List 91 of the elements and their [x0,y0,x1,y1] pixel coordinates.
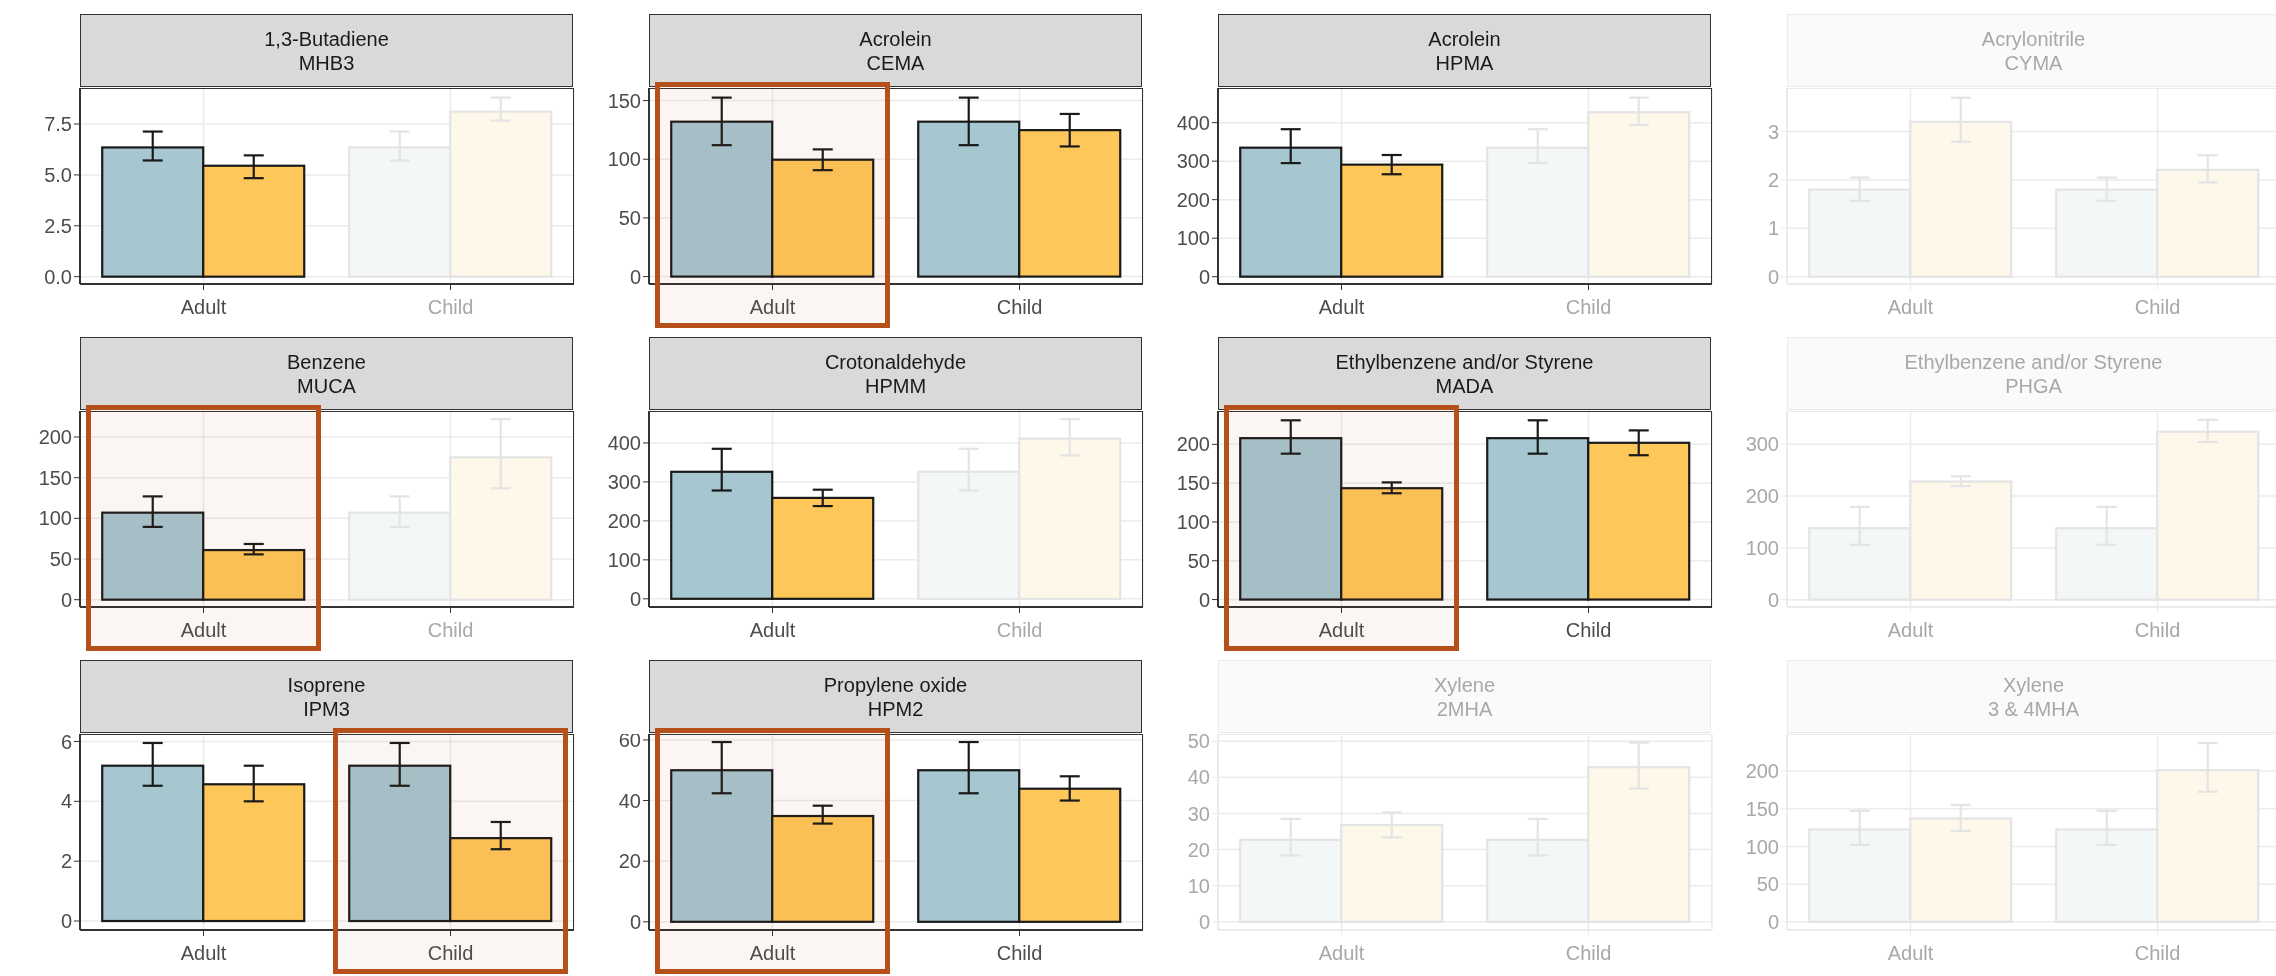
y-tick-label: 40 [1187,766,1210,789]
chart-title: Xylene 3 & 4MHA [1787,660,2276,733]
x-tick-label: Adult [1887,619,1934,641]
x-tick-label: Child [996,296,1043,318]
y-tick-label: 0 [629,910,641,933]
y-tick-label: 2 [1767,169,1779,192]
y-tick-label: 150 [1745,797,1779,820]
y-tick-label: 50 [1187,730,1210,753]
x-tick-label: Adult [1318,942,1365,964]
y-tick-label: 400 [607,432,641,455]
chart-title: Acrylonitrile CYMA [1787,14,2276,87]
y-tick-label: 100 [1745,835,1779,858]
x-tick-label: Adult [749,296,796,318]
y-tick-label: 40 [618,789,641,812]
y-tick-label: 300 [1176,150,1210,173]
y-tick-label: 100 [1745,536,1779,559]
x-tick-label: Child [2134,296,2181,318]
x-tick-label: Child [427,296,474,318]
x-tick-label: Child [2134,942,2181,964]
y-tick-label: 50 [1187,549,1210,572]
y-tick-label: 0 [1767,265,1779,288]
y-tick-label: 6 [60,730,72,753]
y-tick-label: 200 [607,509,641,532]
x-tick-label: Child [427,942,474,964]
x-tick-label: Adult [180,619,227,641]
chart-title: Crotonaldehyde HPMM [649,337,1142,410]
y-tick-label: 2 [60,850,72,873]
x-tick-label: Adult [1318,296,1365,318]
x-tick-label: Child [996,942,1043,964]
y-tick-label: 0 [629,587,641,610]
chart-title: 1,3-Butadiene MHB3 [80,14,573,87]
y-tick-label: 0 [60,588,72,611]
y-tick-label: 60 [618,729,641,752]
x-tick-label: Child [1565,942,1612,964]
y-tick-label: 0 [1198,265,1210,288]
y-tick-label: 0 [60,910,72,933]
y-tick-label: 0.0 [44,265,72,288]
y-tick-label: 100 [607,148,641,171]
y-tick-label: 300 [1745,433,1779,456]
y-tick-label: 50 [49,548,72,571]
x-tick-label: Adult [749,942,796,964]
chart-title: Ethylbenzene and/or Styrene PHGA [1787,337,2276,410]
y-tick-label: 20 [618,850,641,873]
y-tick-label: 150 [38,466,72,489]
y-tick-label: 7.5 [44,113,72,136]
y-tick-label: 50 [1756,873,1779,896]
y-tick-label: 4 [60,790,72,813]
x-tick-label: Adult [180,942,227,964]
y-tick-label: 10 [1187,874,1210,897]
x-tick-label: Adult [180,296,227,318]
y-tick-label: 300 [607,471,641,494]
x-tick-label: Child [427,619,474,641]
x-tick-label: Adult [1887,296,1934,318]
x-tick-label: Adult [749,619,796,641]
chart-title: Benzene MUCA [80,337,573,410]
y-tick-label: 0 [1767,588,1779,611]
y-tick-label: 100 [1176,227,1210,250]
y-tick-label: 200 [1176,433,1210,456]
y-tick-label: 3 [1767,120,1779,143]
y-tick-label: 100 [38,507,72,530]
y-tick-label: 100 [1176,511,1210,534]
y-tick-label: 20 [1187,838,1210,861]
chart-title: Ethylbenzene and/or Styrene MADA [1218,337,1711,410]
y-tick-label: 0 [629,265,641,288]
y-tick-label: 200 [1745,485,1779,508]
x-tick-label: Adult [1318,619,1365,641]
y-tick-label: 100 [607,548,641,571]
y-tick-label: 0 [1198,588,1210,611]
chart-title: Acrolein CEMA [649,14,1142,87]
y-tick-label: 0 [1767,910,1779,933]
y-tick-label: 1 [1767,217,1779,240]
y-tick-label: 400 [1176,111,1210,134]
x-tick-label: Child [1565,296,1612,318]
y-tick-label: 150 [1176,472,1210,495]
x-tick-label: Child [1565,619,1612,641]
chart-title: Acrolein HPMA [1218,14,1711,87]
y-tick-label: 50 [618,207,641,230]
chart-title: Isoprene IPM3 [80,660,573,733]
chart-title: Xylene 2MHA [1218,660,1711,733]
x-tick-label: Adult [1887,942,1934,964]
y-tick-label: 200 [1176,188,1210,211]
y-tick-label: 0 [1198,910,1210,933]
y-tick-label: 30 [1187,802,1210,825]
x-tick-label: Child [2134,619,2181,641]
chart-title: Propylene oxide HPM2 [649,660,1142,733]
y-tick-label: 200 [1745,760,1779,783]
y-tick-label: 200 [38,426,72,449]
x-tick-label: Child [996,619,1043,641]
y-tick-label: 150 [607,89,641,112]
y-tick-label: 5.0 [44,164,72,187]
y-tick-label: 2.5 [44,214,72,237]
